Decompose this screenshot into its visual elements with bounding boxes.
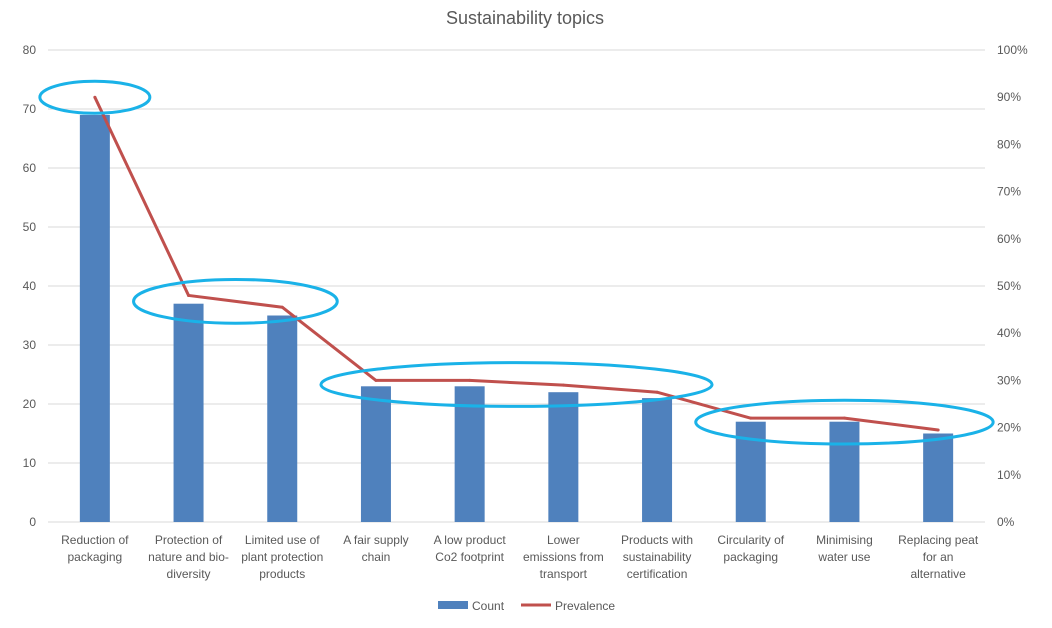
legend-label-count: Count [472,599,505,613]
count-bars [79,114,954,523]
bar [454,386,485,522]
category-labels: Reduction of packaging Protection of nature… [61,533,979,581]
right-tick-label: 50% [997,279,1021,293]
legend-label-prevalence: Prevalence [555,599,615,613]
bar [173,303,204,522]
left-tick-label: 0 [29,515,36,529]
category-label: Replacing peat for an alternative [898,533,979,581]
category-label: A fair supply chain [343,533,408,564]
line-point [187,293,191,297]
line-point [561,383,565,387]
left-tick-label: 40 [23,279,37,293]
category-label: Lower emissions from transport [523,533,604,581]
left-tick-label: 10 [23,456,37,470]
prevalence-series-line [93,96,939,432]
category-label: Limited use of plant protection products [241,533,323,581]
highlight-ellipse [132,277,339,325]
left-tick-label: 50 [23,220,37,234]
legend: Count Prevalence [438,599,615,613]
line-point [936,428,940,432]
category-label: Products with sustainability certification [621,533,693,581]
right-axis: 0% 10% 20% 30% 40% 50% 60% 70% 80% 90% 100% [997,43,1028,529]
highlight-ellipses [38,79,995,446]
category-label: Protection of nature and bio-diversity [148,533,229,581]
right-tick-label: 70% [997,185,1021,199]
bar [267,315,298,522]
right-tick-label: 90% [997,90,1021,104]
grid [48,49,985,523]
bar [642,398,673,522]
left-tick-label: 60 [23,161,37,175]
bar [79,114,110,523]
right-tick-label: 30% [997,373,1021,387]
right-tick-label: 0% [997,515,1015,529]
line-point [374,378,378,382]
chart-title: Sustainability topics [446,8,604,28]
category-label: Reduction of packaging [61,533,129,564]
line-point [93,95,97,99]
bar [923,433,954,522]
right-tick-label: 10% [997,468,1021,482]
category-label: Circularity of packaging [717,533,784,564]
right-tick-label: 20% [997,421,1021,435]
category-label: Minimising water use [816,533,873,564]
right-tick-label: 100% [997,43,1028,57]
bar [829,421,860,522]
right-tick-label: 60% [997,232,1021,246]
left-tick-label: 20 [23,397,37,411]
line-point [749,416,753,420]
prevalence-line [93,95,940,432]
category-label: A low product Co2 footprint [434,533,507,564]
bar [360,386,391,522]
highlight-ellipse [319,361,714,408]
left-tick-label: 30 [23,338,37,352]
line-point [280,305,284,309]
left-tick-label: 70 [23,102,37,116]
right-tick-label: 40% [997,326,1021,340]
line-point [655,390,659,394]
legend-swatch-count [438,601,468,609]
highlight-ellipse [38,79,152,115]
highlight-ellipse [694,398,995,446]
bar [548,392,579,522]
right-tick-label: 80% [997,137,1021,151]
left-axis: 0 10 20 30 40 50 60 70 80 [23,43,37,529]
line-point [468,378,472,382]
left-tick-label: 80 [23,43,37,57]
line-point [842,416,846,420]
